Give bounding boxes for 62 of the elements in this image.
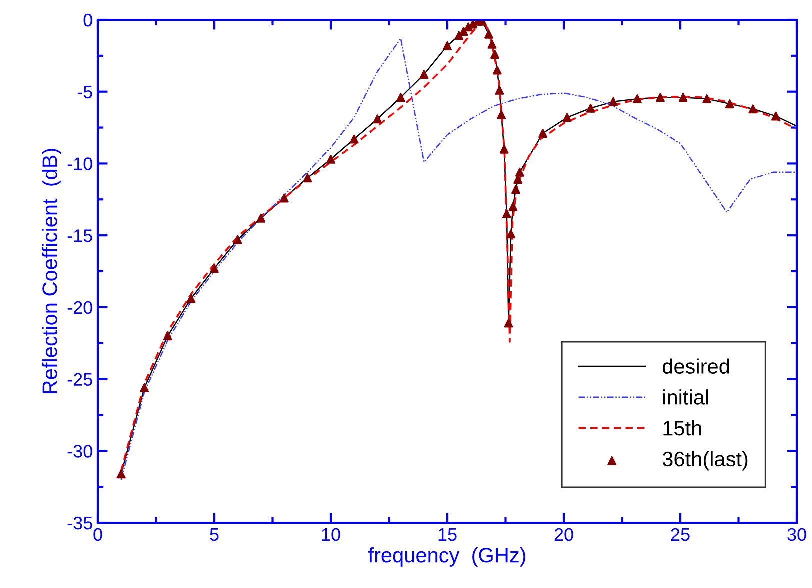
point [492,66,502,75]
legend-label: initial [664,390,708,405]
y-tick-label: -25 [68,373,92,386]
point [504,318,514,328]
point [512,185,520,194]
y-tick-label: -30 [68,445,92,458]
point [678,93,688,102]
x-tick-label: 30 [788,528,806,542]
y-tick-label: 0 [84,14,92,27]
point [256,214,266,223]
legend-label: 36th(last) [662,451,748,471]
point [725,100,734,109]
point [515,168,524,177]
point [116,470,126,479]
point [396,93,406,102]
y-tick-label: -20 [68,301,92,314]
point [303,174,312,183]
x-tick-label: 20 [554,528,574,542]
x-tick-label: 15 [438,528,457,542]
point [508,202,518,212]
point [497,110,506,120]
x-tick-label: 10 [322,528,340,542]
point [656,93,665,102]
point [210,264,219,274]
x-tick-label: 25 [671,528,690,542]
point [454,31,464,40]
point [495,86,504,95]
point [443,41,452,50]
point [459,27,468,36]
y-axis-title: Reflection Coefficient (dB) [42,149,62,394]
point [506,230,516,239]
point [140,383,150,392]
legend-label: desired [662,358,730,374]
point [500,144,509,154]
point [586,104,596,113]
point [280,194,289,203]
point [373,114,382,124]
x-tick-label: 5 [210,528,219,542]
point [748,104,758,114]
y-tick-label: -10 [68,158,92,170]
point [632,94,642,104]
point [562,113,572,122]
point [420,70,429,80]
point [233,235,242,244]
point [488,40,497,49]
point [326,154,336,164]
point [490,50,500,59]
y-tick-label: -5 [78,86,92,99]
legend-label: 15th [664,420,702,436]
y-tick-label: -15 [68,230,92,242]
x-tick-label: 0 [94,528,102,542]
point [502,210,512,219]
point [608,97,618,106]
x-axis-title: frequency (GHz) [368,547,526,567]
point [772,112,781,121]
point [538,129,548,138]
point [484,30,494,39]
point [163,332,172,341]
point [186,294,196,304]
point [702,94,712,104]
y-tick-label: -35 [68,516,92,530]
point [350,134,359,144]
